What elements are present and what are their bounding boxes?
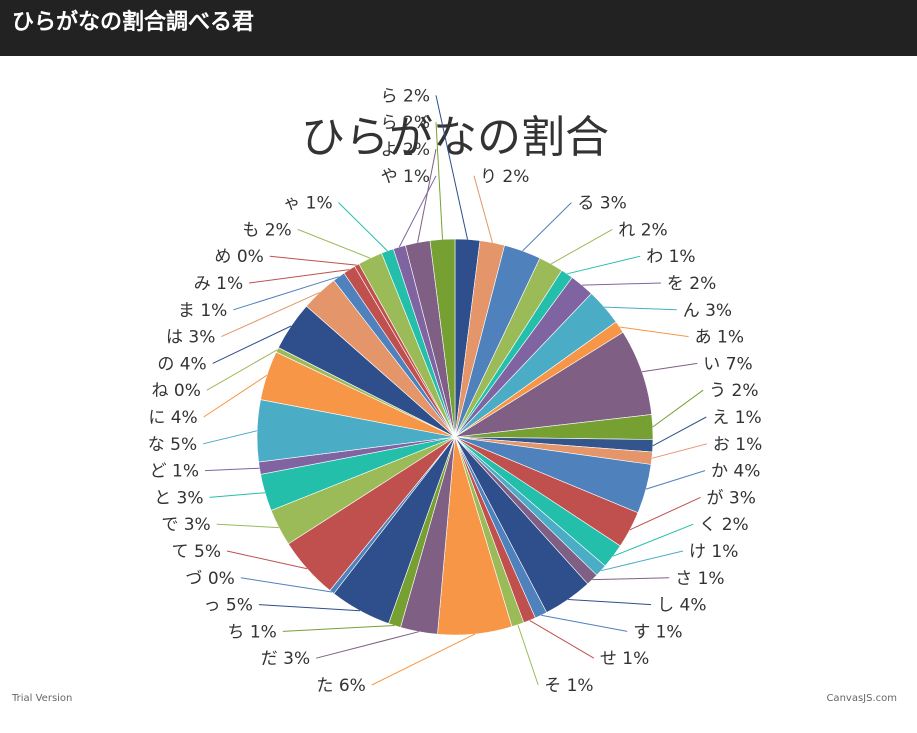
label-leader-line: [645, 470, 706, 490]
label-leader-line: [435, 122, 443, 240]
slice-label: だ 3%: [261, 649, 310, 669]
label-leader-line: [651, 443, 708, 459]
slice-label: ら 2%: [381, 113, 430, 133]
slice-label: て 5%: [172, 542, 221, 562]
app-title: ひらがなの割合調べる君: [12, 10, 255, 35]
label-leader-line: [473, 175, 493, 243]
slice-label: ち 1%: [227, 622, 276, 642]
slice-label: り 2%: [480, 167, 529, 187]
slice-label: ん 3%: [683, 301, 732, 321]
label-leader-line: [371, 633, 476, 686]
label-leader-line: [258, 604, 361, 612]
label-leader-line: [315, 631, 419, 659]
label-leader-line: [240, 577, 332, 593]
slice-label: っ 5%: [204, 596, 253, 616]
app-header: ひらがなの割合調べる君: [0, 0, 917, 56]
label-leader-line: [600, 550, 684, 572]
label-leader-line: [206, 349, 278, 391]
slice-label: ど 1%: [150, 462, 199, 482]
label-leader-line: [517, 624, 539, 686]
slice-label: す 1%: [633, 622, 682, 642]
slice-label: と 3%: [154, 488, 203, 508]
label-leader-line: [338, 202, 388, 252]
trial-version-label: Trial Version: [11, 693, 72, 704]
label-leader-line: [529, 619, 595, 659]
label-leader-line: [592, 577, 670, 581]
label-leader-line: [641, 362, 698, 373]
slice-label: た 6%: [316, 676, 365, 696]
label-leader-line: [652, 389, 704, 428]
slice-label: の 4%: [157, 354, 206, 374]
pie-slices: [256, 238, 654, 636]
label-leader-line: [249, 269, 350, 284]
label-leader-line: [216, 523, 279, 529]
label-leader-line: [604, 306, 677, 311]
slice-label: せ 1%: [600, 649, 649, 669]
label-leader-line: [619, 326, 689, 338]
slice-label: か 4%: [711, 462, 760, 482]
slice-label: え 1%: [712, 408, 761, 428]
slice-label: や 1%: [381, 167, 430, 187]
label-leader-line: [568, 599, 652, 606]
slice-label: め 0%: [214, 247, 263, 267]
slice-label: も 2%: [242, 220, 291, 240]
slice-label: そ 1%: [544, 676, 593, 696]
label-leader-line: [398, 175, 437, 248]
label-leader-line: [282, 625, 395, 632]
label-leader-line: [202, 430, 258, 445]
slice-label: さ 1%: [675, 569, 724, 589]
label-leader-line: [550, 228, 613, 265]
slice-label: は 3%: [166, 328, 215, 348]
slice-label: よ 2%: [381, 140, 430, 160]
pie-chart: ひらがなの割合 り 2% る 3% れ 2% わ 1% を 2% ん 3% あ 1% い 7%…: [11, 86, 897, 704]
label-leader-line: [582, 282, 661, 286]
label-leader-line: [522, 202, 572, 252]
slice-label: を 2%: [667, 274, 716, 294]
slice-label: が 3%: [707, 488, 756, 508]
slice-label: く 2%: [699, 515, 748, 535]
slice-label: い 7%: [703, 354, 752, 374]
slice-label: づ 0%: [185, 569, 234, 589]
slice-label: に 4%: [148, 408, 197, 428]
label-leader-line: [652, 416, 707, 447]
slice-label: わ 1%: [646, 247, 695, 267]
label-leader-line: [435, 95, 468, 240]
slice-label: し 4%: [657, 596, 706, 616]
canvasjs-credit: CanvasJS.com: [826, 693, 897, 704]
label-leader-line: [269, 255, 357, 266]
slice-label: う 2%: [709, 381, 758, 401]
label-leader-line: [233, 276, 339, 311]
slice-labels: り 2% る 3% れ 2% わ 1% を 2% ん 3% あ 1% い 7% う 2% え 1%…: [148, 86, 763, 696]
slice-label: ゃ 1%: [283, 194, 332, 214]
slice-label: れ 2%: [618, 220, 667, 240]
label-leader-line: [221, 292, 320, 338]
label-leader-line: [612, 523, 694, 557]
chart-title: ひらがなの割合: [301, 112, 609, 163]
label-leader-line: [226, 550, 308, 570]
label-leader-line: [297, 228, 371, 259]
label-leader-line: [209, 492, 266, 498]
slice-label: ら 2%: [381, 86, 430, 106]
slice-label: け 1%: [689, 542, 738, 562]
label-leader-line: [203, 374, 268, 418]
slice-label: み 1%: [194, 274, 243, 294]
label-leader-line: [629, 496, 701, 531]
slice-label: お 1%: [713, 435, 762, 455]
slice-label: で 3%: [161, 515, 210, 535]
label-leader-line: [417, 148, 437, 243]
label-leader-line: [566, 255, 641, 275]
slice-label: あ 1%: [695, 328, 744, 348]
label-leader-line: [204, 467, 260, 472]
slice-label: な 5%: [148, 435, 197, 455]
slice-label: ま 1%: [178, 301, 227, 321]
slice-label: ね 0%: [152, 381, 201, 401]
label-leader-line: [541, 614, 628, 632]
label-leader-line: [212, 325, 292, 364]
slice-label: る 3%: [577, 194, 626, 214]
